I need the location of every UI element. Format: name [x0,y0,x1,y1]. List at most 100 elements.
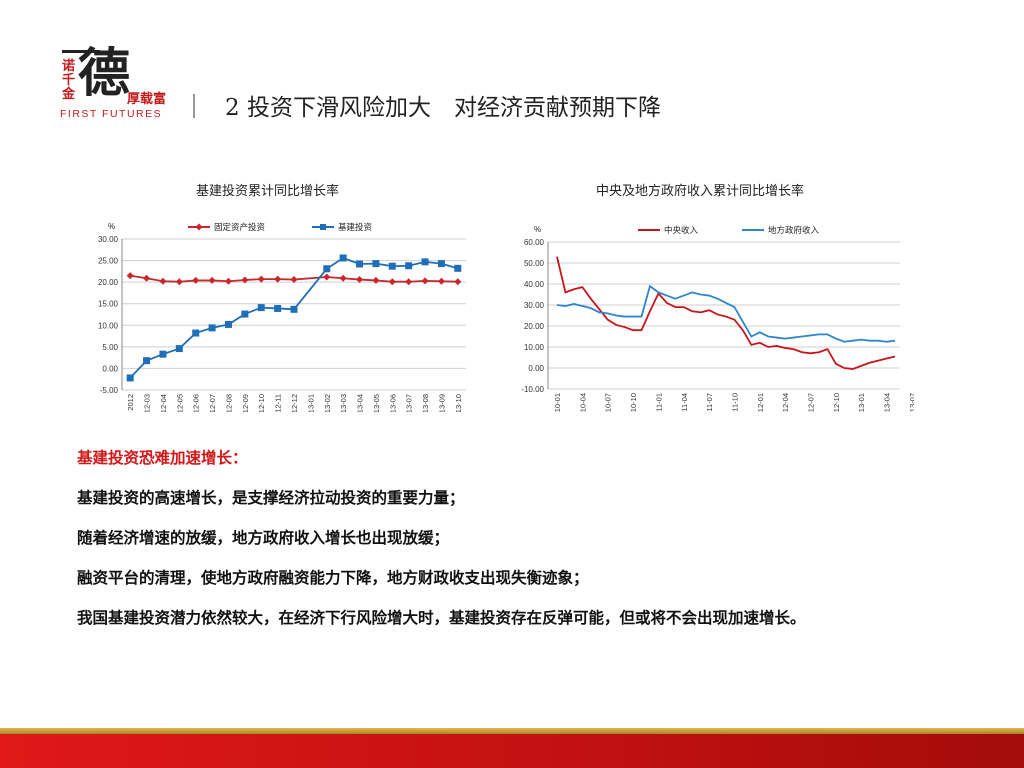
data-point [339,274,347,282]
page-title: 2 投资下滑风险加大 对经济贡献预期下降 [225,95,661,121]
body-paragraph: 我国基建投资潜力依然较大，在经济下行风险增大时，基建投资存在反弹可能，但或将不会… [77,609,806,627]
data-point [421,258,429,266]
data-point [290,305,298,313]
title-separator [193,94,195,118]
data-point [143,274,151,282]
footer-band [0,734,1024,768]
x-tick-label: 2012-12 [290,394,299,412]
data-point [437,260,445,268]
data-point [372,276,380,284]
x-tick-label: 2011-10 [730,393,739,412]
series-line [129,256,459,379]
data-point [159,350,167,358]
y-tick-label: 10.00 [98,321,119,330]
data-point [339,254,347,262]
data-point [159,277,167,285]
x-tick-label: 2010-04 [578,393,587,412]
logo-english: FIRST FUTURES [60,108,163,120]
x-tick-label: 2010-01 [553,393,562,412]
legend-label: 固定资产投资 [214,222,266,232]
data-point [175,345,183,353]
data-point [241,276,249,284]
data-point [224,320,232,328]
data-point [356,260,364,268]
x-tick-label: 2012-04 [159,394,168,412]
x-tick-label: 2012-05 [175,394,184,412]
x-tick-label: 2013-02 [323,394,332,412]
data-point [257,275,265,283]
y-unit-label: % [108,222,115,231]
x-tick-label: 2012-03 [143,394,152,412]
legend-marker [195,223,203,231]
government-revenue-chart: % 60.00 50.00 40.00 30.00 20.00 10.00 0.00 -10.0… [521,225,914,412]
y-tick-label: 20.00 [524,322,545,331]
legend-label: 地方政府收入 [768,225,820,235]
body-heading: 基建投资恐难加速增长： [77,449,248,467]
x-tick-label: 2012-08 [224,394,233,412]
data-point [224,277,232,285]
company-logo: 诺千金 德 厚载富 FIRST FUTURES [58,44,193,124]
x-tick-label: 2013-01 [306,394,315,412]
data-point [192,329,200,337]
x-tick-label: 2013-08 [421,394,430,412]
data-point [208,276,216,284]
x-tick-label: 2013-07 [405,394,414,412]
x-tick-label: 2012-01 [756,393,765,412]
data-point [405,262,413,270]
x-tick-label: 2013-05 [372,394,381,412]
data-point [356,276,364,284]
x-tick-label: 2012-07 [807,393,816,412]
body-paragraph: 随着经济增速的放缓，地方政府收入增长也出现放缓； [77,529,450,547]
data-point [126,374,134,382]
x-tick-label: 2010-10 [629,393,638,412]
x-tick-label: 2012 [126,394,135,411]
x-tick-label: 2012-04 [781,393,790,412]
x-tick-label: 2010-07 [604,393,613,412]
data-point [192,276,200,284]
data-point [257,304,265,312]
data-point [454,264,462,272]
logo-big-char: 德 [78,43,131,104]
footer-gold-line [0,728,1024,734]
data-point [323,273,331,281]
y-tick-label: 10.00 [524,343,545,352]
data-point [388,262,396,270]
y-unit-label: % [534,225,541,234]
y-tick-label: -10.00 [521,385,544,394]
body-text: 基建投资恐难加速增长： 基建投资的高速增长，是支撑经济拉动投资的重要力量； 随着… [77,448,947,648]
y-tick-label: 15.00 [98,300,119,309]
x-tick-label: 2012-11 [274,394,283,412]
data-point [241,310,249,318]
data-point [126,272,134,280]
x-tick-label: 2011-04 [680,393,689,412]
left-chart-title: 基建投资累计同比增长率 [196,184,340,199]
y-tick-label: 30.00 [524,301,545,310]
series-line [556,256,896,370]
legend-label: 中央收入 [664,225,699,235]
data-point [421,277,429,285]
data-point [143,357,151,365]
data-point [323,265,331,273]
legend-label: 基建投资 [338,222,373,232]
data-point [454,278,462,286]
x-tick-label: 2013-07 [908,393,914,412]
y-tick-label: -5.00 [100,386,119,395]
data-point [437,277,445,285]
y-tick-label: 0.00 [102,364,118,373]
logo-motto: 厚载富 [127,92,167,107]
logo-bar [62,50,100,53]
data-point [372,260,380,268]
x-tick-label: 2013-04 [356,394,365,412]
data-point [274,304,282,312]
legend-marker [320,224,326,230]
data-point [208,324,216,332]
series-line [556,284,896,343]
data-point [175,278,183,286]
x-tick-label: 2012-10 [257,394,266,412]
x-tick-label: 2013-04 [883,393,892,412]
x-tick-label: 2012-06 [192,394,201,412]
y-tick-label: 5.00 [102,343,118,352]
logo-vertical-text: 诺千金 [62,59,76,102]
y-tick-label: 20.00 [98,278,119,287]
x-tick-label: 2011-07 [705,393,714,412]
